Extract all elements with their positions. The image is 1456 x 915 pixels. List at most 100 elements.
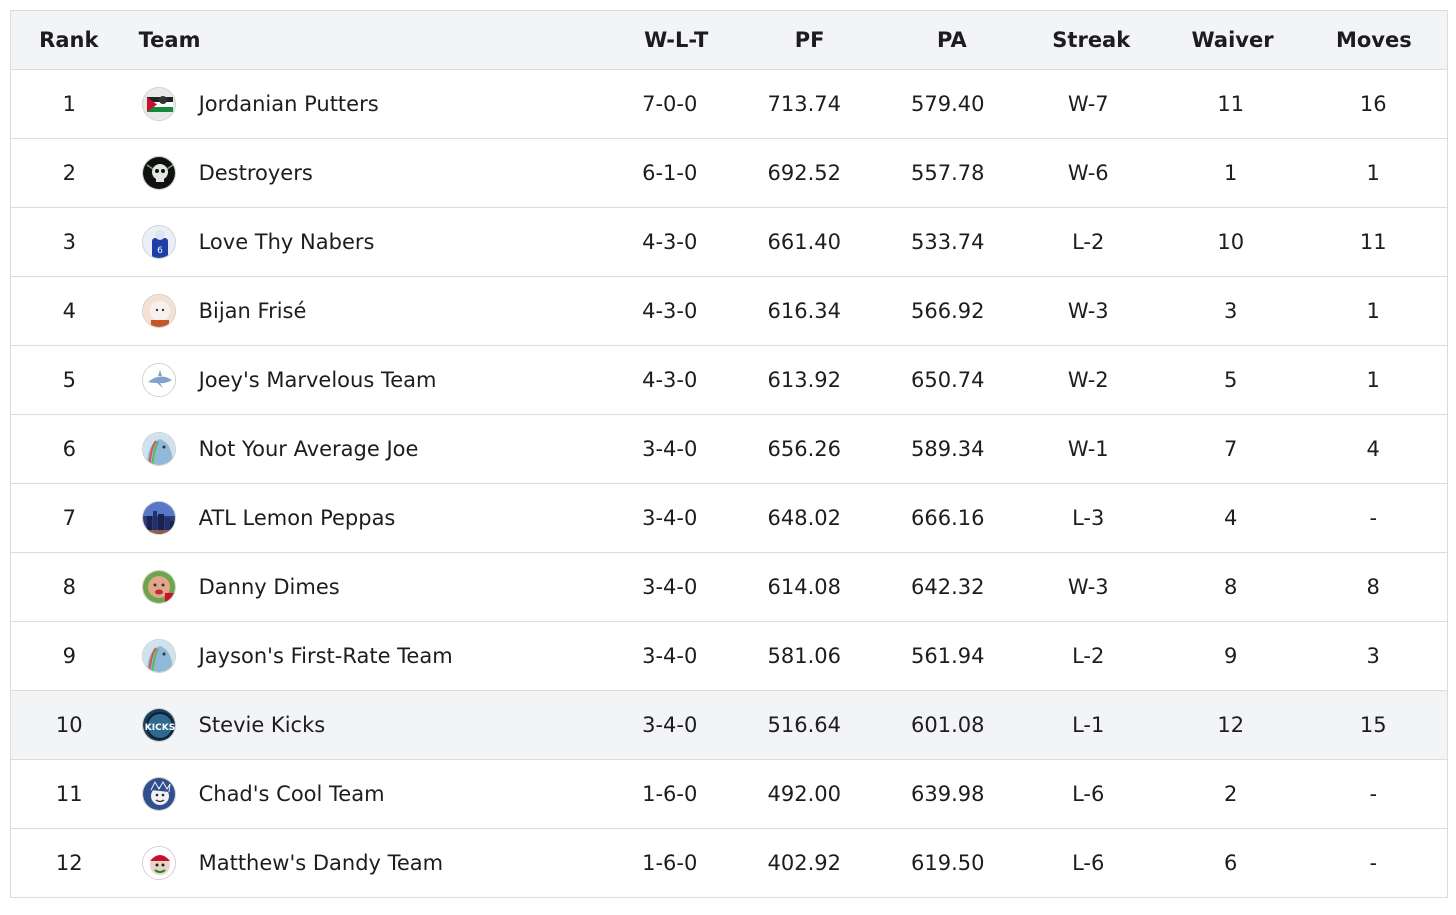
points-against-cell: 650.74 (910, 368, 985, 392)
team-name-link[interactable]: Jayson's First-Rate Team (198, 644, 453, 668)
record-cell: 6-1-0 (642, 161, 698, 185)
points-against-cell: 601.08 (910, 713, 985, 737)
team-logo-player-icon[interactable]: 6 (141, 225, 176, 259)
team-cell[interactable]: KICKS Stevie Kicks (128, 708, 612, 742)
rank-cell: 11 (55, 782, 83, 806)
table-header: Rank Team W-L-T PF PA Streak Waiver Move… (11, 11, 1447, 70)
table-row[interactable]: 8 Danny Dimes 3-4-0 614.08 642.32 W-3 8 8 (11, 553, 1447, 622)
waiver-cell: 12 (1217, 713, 1245, 737)
moves-cell: 1 (1366, 368, 1380, 392)
team-logo-default-icon[interactable] (141, 432, 176, 466)
team-name-link[interactable]: Danny Dimes (198, 575, 340, 599)
table-row[interactable]: 10 KICKS Stevie Kicks 3-4-0 516.64 601.08 L-1 1… (11, 691, 1447, 760)
team-name-link[interactable]: Chad's Cool Team (198, 782, 385, 806)
points-for-cell: 492.00 (767, 782, 841, 806)
table-row[interactable]: 6 Not Your Average Joe 3-4-0 656.26 589.34 W-… (11, 415, 1447, 484)
points-for-cell: 661.40 (767, 230, 841, 254)
column-header-streak[interactable]: Streak (1052, 28, 1131, 52)
moves-cell: 16 (1359, 92, 1387, 116)
team-cell[interactable]: Bijan Frisé (128, 294, 612, 328)
column-header-rank[interactable]: Rank (39, 28, 99, 52)
streak-cell: W-3 (1067, 299, 1109, 323)
table-row[interactable]: 5 Joey's Marvelous Team 4-3-0 613.92 650.74 W… (11, 346, 1447, 415)
points-for-cell: 581.06 (767, 644, 841, 668)
team-cell[interactable]: 6 Love Thy Nabers (128, 225, 612, 259)
points-for-cell: 648.02 (767, 506, 841, 530)
rank-cell: 5 (62, 368, 76, 392)
moves-cell: 4 (1366, 437, 1380, 461)
moves-cell: 1 (1366, 161, 1380, 185)
team-logo-kicks-icon[interactable]: KICKS (141, 708, 176, 742)
rank-cell: 4 (62, 299, 76, 323)
streak-cell: L-2 (1072, 230, 1105, 254)
table-row[interactable]: 2 Destroyers 6-1-0 692.52 557.78 W-6 1 1 (11, 139, 1447, 208)
table-row[interactable]: 11 Chad's Cool Team 1-6-0 492.00 639.98 L-6 2 - (11, 760, 1447, 829)
streak-cell: W-2 (1067, 368, 1109, 392)
record-cell: 3-4-0 (642, 506, 698, 530)
team-logo-skyline-icon[interactable] (141, 501, 176, 535)
column-header-waiver[interactable]: Waiver (1191, 28, 1274, 52)
record-cell: 3-4-0 (642, 713, 698, 737)
team-logo-default-icon[interactable] (141, 639, 176, 673)
waiver-cell: 1 (1224, 161, 1238, 185)
streak-cell: L-1 (1072, 713, 1105, 737)
table-body: 1 Jordanian Putters 7-0-0 713.74 579.40 W-7 11… (11, 70, 1447, 898)
rank-cell: 10 (55, 713, 83, 737)
column-header-pf[interactable]: PF (794, 28, 825, 52)
team-logo-skull-icon[interactable] (141, 156, 176, 190)
waiver-cell: 7 (1224, 437, 1238, 461)
team-name-link[interactable]: ATL Lemon Peppas (198, 506, 396, 530)
record-cell: 1-6-0 (642, 851, 698, 875)
moves-cell: - (1369, 851, 1378, 875)
record-cell: 4-3-0 (642, 299, 698, 323)
team-logo-jordan-flag-icon[interactable] (141, 87, 176, 121)
streak-cell: L-2 (1072, 644, 1105, 668)
team-logo-dog-icon[interactable] (141, 294, 176, 328)
table-row[interactable]: 9 Jayson's First-Rate Team 3-4-0 581.06 561.… (11, 622, 1447, 691)
team-logo-cartoon-icon[interactable] (141, 777, 176, 811)
column-header-team[interactable]: Team (138, 28, 201, 52)
team-name-link[interactable]: Not Your Average Joe (198, 437, 419, 461)
column-header-pa[interactable]: PA (937, 28, 967, 52)
team-cell[interactable]: Matthew's Dandy Team (128, 846, 612, 880)
column-header-wlt[interactable]: W-L-T (644, 28, 709, 52)
team-cell[interactable]: Chad's Cool Team (128, 777, 612, 811)
team-cell[interactable]: Destroyers (128, 156, 612, 190)
streak-cell: W-3 (1067, 575, 1109, 599)
team-logo-mascot-icon[interactable] (141, 846, 176, 880)
team-name-link[interactable]: Joey's Marvelous Team (198, 368, 437, 392)
column-header-moves[interactable]: Moves (1335, 28, 1412, 52)
team-cell[interactable]: Joey's Marvelous Team (128, 363, 612, 397)
table-row[interactable]: 12 Matthew's Dandy Team 1-6-0 402.92 619.50 L… (11, 829, 1447, 898)
team-cell[interactable]: Jayson's First-Rate Team (128, 639, 612, 673)
team-cell[interactable]: Jordanian Putters (128, 87, 612, 121)
rank-cell: 12 (55, 851, 83, 875)
team-cell[interactable]: Not Your Average Joe (128, 432, 612, 466)
team-name-link[interactable]: Bijan Frisé (198, 299, 307, 323)
streak-cell: L-6 (1072, 782, 1105, 806)
waiver-cell: 6 (1224, 851, 1238, 875)
team-logo-shark-icon[interactable] (141, 363, 176, 397)
table-row[interactable]: 3 6 Love Thy Nabers 4-3-0 661.40 533.74 L-2 10 1… (11, 208, 1447, 277)
team-logo-face-icon[interactable] (141, 570, 176, 604)
team-name-link[interactable]: Jordanian Putters (198, 92, 379, 116)
team-name-link[interactable]: Stevie Kicks (198, 713, 326, 737)
waiver-cell: 8 (1224, 575, 1238, 599)
team-name-link[interactable]: Matthew's Dandy Team (198, 851, 444, 875)
moves-cell: 15 (1359, 713, 1387, 737)
team-cell[interactable]: ATL Lemon Peppas (128, 501, 612, 535)
points-for-cell: 713.74 (767, 92, 841, 116)
moves-cell: - (1369, 782, 1378, 806)
waiver-cell: 11 (1217, 92, 1245, 116)
waiver-cell: 5 (1224, 368, 1238, 392)
waiver-cell: 9 (1224, 644, 1238, 668)
team-name-link[interactable]: Destroyers (198, 161, 313, 185)
waiver-cell: 3 (1224, 299, 1238, 323)
table-row[interactable]: 4 Bijan Frisé 4-3-0 616.34 566.92 W-3 3 1 (11, 277, 1447, 346)
streak-cell: L-3 (1072, 506, 1105, 530)
table-row[interactable]: 1 Jordanian Putters 7-0-0 713.74 579.40 W-7 11… (11, 70, 1447, 139)
record-cell: 3-4-0 (642, 644, 698, 668)
table-row[interactable]: 7 ATL Lemon Peppas 3-4-0 648.02 666.16 L-3 4 - (11, 484, 1447, 553)
team-cell[interactable]: Danny Dimes (128, 570, 612, 604)
team-name-link[interactable]: Love Thy Nabers (198, 230, 375, 254)
